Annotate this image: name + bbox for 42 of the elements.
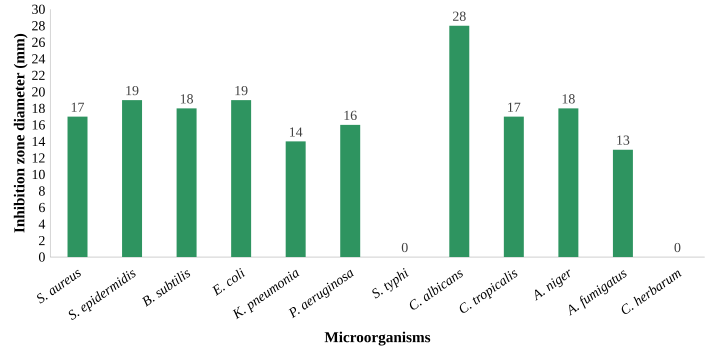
bar <box>449 26 470 257</box>
y-tick-label: 26 <box>32 38 45 47</box>
y-tick-label: 2 <box>39 236 45 246</box>
y-tick-label: 14 <box>32 136 46 146</box>
y-tick-label: 20 <box>32 87 45 96</box>
bar <box>504 116 524 257</box>
bar <box>176 108 197 257</box>
bar <box>68 116 88 257</box>
bar <box>231 100 252 257</box>
bar <box>558 108 578 257</box>
data-label: 17 <box>508 102 520 112</box>
y-tick-label: 24 <box>32 54 46 64</box>
bar <box>286 141 306 257</box>
data-label: 17 <box>72 102 84 112</box>
y-tick-label: 18 <box>32 104 45 113</box>
data-label: 18 <box>180 94 193 104</box>
data-label: 16 <box>344 110 357 120</box>
bar <box>612 150 633 257</box>
y-tick-label: 0 <box>38 252 45 262</box>
y-tick-label: 16 <box>32 120 45 130</box>
y-tick-label: 12 <box>32 153 45 162</box>
y-tick-label: 10 <box>32 170 45 180</box>
y-tick-label: 28 <box>32 21 45 30</box>
y-tick-label: 30 <box>32 4 45 14</box>
y-tick-label: 22 <box>32 70 45 80</box>
data-label: 28 <box>452 11 466 21</box>
y-axis-title: Inhibition zone diameter (mm) <box>14 34 28 232</box>
data-label: 0 <box>402 242 408 252</box>
data-label: 13 <box>617 135 630 145</box>
data-label: 14 <box>290 127 302 136</box>
x-axis-title: Microorganisms <box>324 331 430 346</box>
data-label: 19 <box>126 86 138 96</box>
data-label: 0 <box>674 242 680 252</box>
bar <box>122 100 142 257</box>
bar <box>340 124 360 257</box>
y-tick-label: 6 <box>39 202 45 212</box>
data-label: 19 <box>235 86 248 96</box>
x-tick-label: E. coli <box>212 268 246 296</box>
y-tick-label: 8 <box>38 186 45 196</box>
y-tick-label: 4 <box>38 219 46 228</box>
data-label: 18 <box>562 94 575 104</box>
x-tick-label: A. niger <box>535 269 570 301</box>
